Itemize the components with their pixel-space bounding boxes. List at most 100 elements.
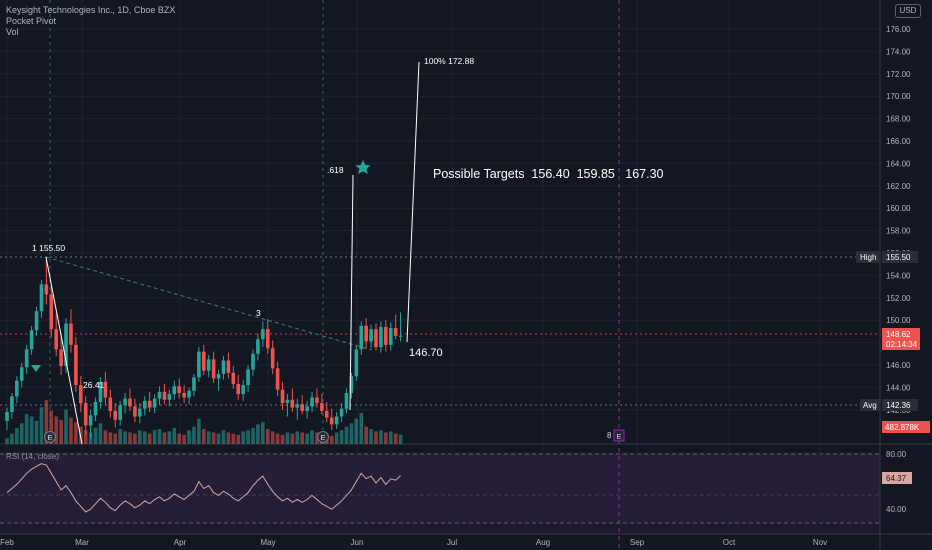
event-count-label: 8 (607, 431, 612, 440)
candle-body (103, 381, 108, 398)
earnings-badge-text: E (320, 433, 325, 442)
candle (339, 403, 344, 423)
volume-bar (187, 430, 191, 444)
earnings-marker-1[interactable]: E (44, 431, 56, 443)
candle-body (93, 401, 98, 416)
avg-label-value: 142.36 (886, 401, 911, 410)
volume-bar (231, 433, 236, 444)
volume-bar (265, 429, 270, 444)
chart-grid (0, 0, 880, 534)
candle-body (290, 399, 295, 408)
candle (113, 403, 118, 428)
volume-bar (349, 423, 354, 444)
indicator-volume[interactable]: Vol (6, 27, 19, 37)
high-label-name: High (860, 253, 876, 262)
candle-body (24, 349, 29, 368)
candle-body (334, 416, 339, 425)
volume-bar (359, 412, 364, 444)
candle-body (187, 390, 191, 398)
symbol-title[interactable]: Keysight Technologies Inc., 1D, Cboe BZX (6, 5, 176, 15)
candle (226, 352, 231, 379)
candle-body (241, 385, 245, 395)
candle-body (226, 360, 231, 373)
candle (79, 376, 83, 413)
price-tick-label: 144.00 (886, 383, 911, 392)
candle-body (354, 349, 359, 377)
candle-body (364, 325, 368, 342)
time-axis[interactable]: Feb Mar Apr May Jun Jul Aug Sep Oct Nov (0, 538, 827, 547)
volume-bar (147, 433, 152, 444)
candle (128, 388, 132, 411)
candle-body (162, 391, 167, 400)
time-tick-label: Nov (813, 538, 827, 547)
time-tick-label: May (260, 538, 275, 547)
price-tick-label: 152.00 (886, 294, 911, 303)
candle-body (88, 415, 93, 426)
candle-body (265, 329, 270, 349)
candle-body (10, 396, 14, 413)
candle-body (182, 393, 186, 398)
price-tick-label: 146.00 (886, 361, 911, 370)
volume-bar (152, 430, 157, 444)
volume-bar (54, 416, 58, 444)
candle (236, 375, 241, 400)
candle-body (147, 400, 152, 408)
volume-bar (295, 431, 300, 444)
volume-bar (251, 427, 255, 444)
volume-bar (275, 433, 280, 444)
earnings-marker-2[interactable]: E (317, 431, 329, 443)
indicator-pocket-pivot[interactable]: Pocket Pivot (6, 16, 57, 26)
candle (388, 322, 393, 351)
candle-body (216, 373, 221, 379)
price-tick-label: 158.00 (886, 227, 911, 236)
candle-body (202, 351, 206, 371)
candle (202, 344, 206, 376)
avg-label: Avg 142.36 (860, 399, 918, 411)
candles (5, 258, 403, 438)
price-axis[interactable]: 176.00 174.00 172.00 170.00 168.00 166.00 164.… (886, 25, 911, 415)
earnings-marker-upcoming[interactable]: 8 E (607, 429, 625, 442)
candle-body (325, 410, 329, 418)
volume-bar (216, 433, 221, 444)
candle-body (167, 394, 172, 400)
price-tick-label: 160.00 (886, 204, 911, 213)
candle (172, 380, 177, 400)
candle-body (339, 408, 344, 417)
candle (74, 337, 78, 392)
candle-body (157, 391, 162, 399)
candle (138, 403, 142, 424)
price-tick-label: 172.00 (886, 70, 911, 79)
volume-bar (162, 432, 167, 444)
rsi-line (6, 463, 401, 513)
candle (285, 394, 290, 417)
candle-body (108, 397, 113, 411)
candle (290, 388, 295, 413)
volume-bar (393, 433, 398, 444)
price-tick-label: 168.00 (886, 115, 911, 124)
volume-bar (280, 434, 285, 444)
candle-body (211, 359, 216, 379)
candle-body (374, 329, 378, 348)
volume-bar (241, 431, 245, 444)
avg-label-name: Avg (863, 401, 877, 410)
candle (118, 400, 122, 426)
annotation-wave1: 1 155.50 (32, 243, 65, 253)
candle-body (98, 381, 103, 402)
candle (24, 344, 29, 374)
candle (329, 408, 334, 430)
currency-badge[interactable]: USD (895, 4, 921, 18)
volume-bar (69, 417, 73, 444)
annotation-targets: Possible Targets 156.40 159.85 167.30 (433, 167, 664, 181)
volume-bar (221, 430, 226, 444)
price-tick-label: 162.00 (886, 182, 911, 191)
candle (108, 389, 113, 418)
rsi-legend[interactable]: RSI (14, close) (6, 452, 59, 461)
high-label-value-box (882, 251, 918, 263)
avg-label-value-box (882, 399, 918, 411)
candle-body (300, 404, 304, 411)
candle (59, 335, 63, 376)
volume-bar (226, 432, 231, 444)
volume-bar (256, 424, 260, 444)
candle-body (285, 399, 290, 404)
